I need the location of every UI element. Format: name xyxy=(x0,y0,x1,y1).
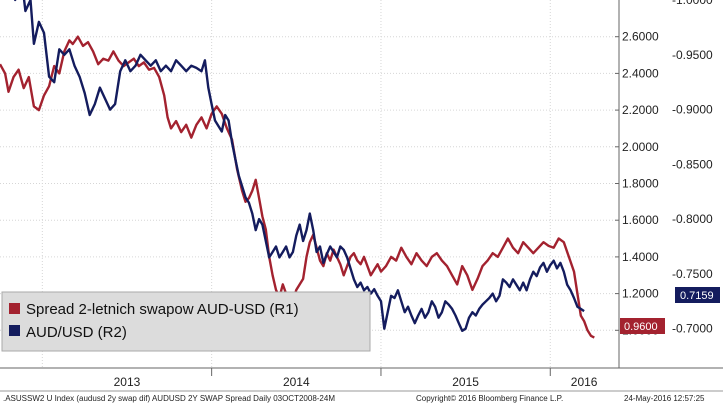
r1-tick-label-6: 1.4000 xyxy=(622,250,659,264)
r2-tick-label-3: -0.8500 xyxy=(672,157,713,171)
last-value-badge-r2-text: 0.7159 xyxy=(680,290,714,302)
axis-r1-ticks: 2.6000 2.4000 2.2000 2.0000 1.8000 1.6000 1.40… xyxy=(615,30,659,337)
footer-timestamp: 24-May-2016 12:57:25 xyxy=(624,394,705,403)
axis-r2-ticks: -1.0000 -0.9500 -0.9000 -0.8500 -0.8000 -0.75… xyxy=(672,0,713,336)
r2-tick-label-6: -0.7000 xyxy=(672,322,713,336)
r1-tick-label-0: 2.6000 xyxy=(622,30,659,44)
last-value-badge-r1: 0.9600 xyxy=(620,318,665,334)
x-tick-label-3: 2016 xyxy=(571,375,598,389)
r1-tick-label-3: 2.0000 xyxy=(622,140,659,154)
series-line-swap-spread xyxy=(0,35,595,339)
series-line-audusd xyxy=(13,0,585,332)
legend-box xyxy=(1,291,371,352)
legend-swatch-r1 xyxy=(9,303,20,314)
r2-tick-label-0: -1.0000 xyxy=(672,0,713,7)
x-axis-ticks: 2013 2014 2015 2016 xyxy=(114,368,598,389)
last-value-badge-r1-text: 0.9600 xyxy=(624,321,658,333)
x-axis-band xyxy=(0,368,723,392)
footer-source: .ASUSSW2 U Index (audusd 2y swap dif) AU… xyxy=(3,394,335,403)
last-value-badge-r1-bg xyxy=(620,318,665,334)
r1-tick-label-4: 1.8000 xyxy=(622,177,659,191)
r1-tick-label-5: 1.6000 xyxy=(622,213,659,227)
legend: Spread 2-letnich swapow AUD-USD (R1) AUD… xyxy=(1,291,371,352)
r2-tick-label-1: -0.9500 xyxy=(672,48,713,62)
r2-tick-label-4: -0.8000 xyxy=(672,212,713,226)
r1-tick-label-7: 1.2000 xyxy=(622,287,659,301)
x-tick-label-1: 2014 xyxy=(283,375,310,389)
footer-copyright: Copyright© 2016 Bloomberg Finance L.P. xyxy=(416,394,563,403)
x-tick-label-0: 2013 xyxy=(114,375,141,389)
r2-tick-label-5: -0.7500 xyxy=(672,267,713,281)
x-tick-label-2: 2015 xyxy=(452,375,479,389)
legend-label-r2: AUD/USD (R2) xyxy=(26,324,127,341)
legend-swatch-r2 xyxy=(9,325,20,336)
r1-tick-label-2: 2.2000 xyxy=(622,103,659,117)
last-value-badge-r2-bg xyxy=(675,287,720,303)
series-layer xyxy=(0,0,595,339)
legend-label-r1: Spread 2-letnich swapow AUD-USD (R1) xyxy=(26,301,299,318)
r2-tick-label-2: -0.9000 xyxy=(672,103,713,117)
r1-tick-label-1: 2.4000 xyxy=(622,66,659,80)
last-value-badge-r2: 0.7159 xyxy=(675,287,720,303)
